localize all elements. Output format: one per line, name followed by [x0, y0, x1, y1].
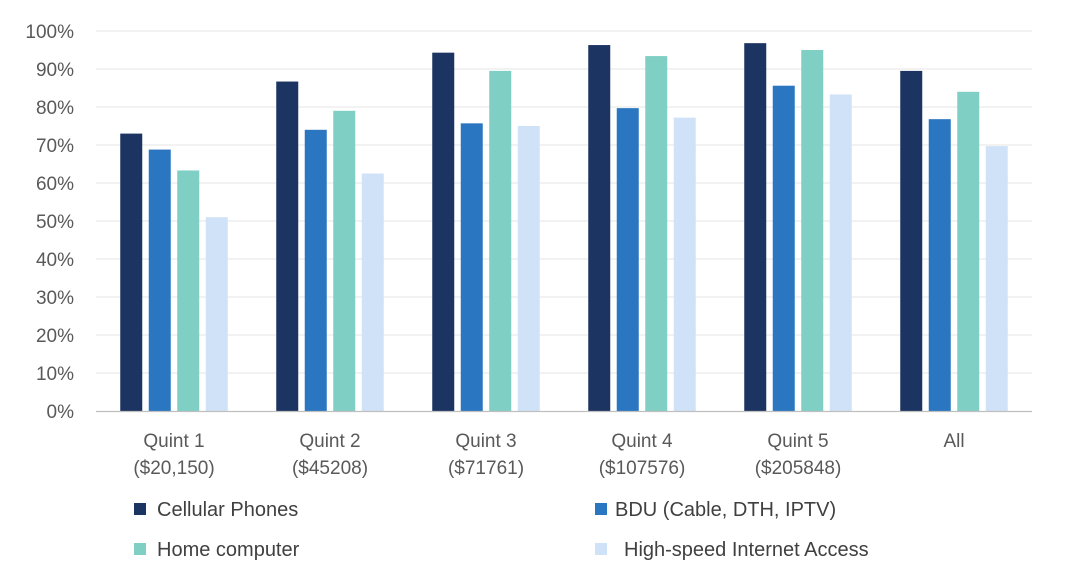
x-tick-label: Quint 1 ($20,150)	[133, 431, 214, 479]
y-tick-label: 40%	[36, 250, 74, 271]
legend-swatch	[595, 503, 607, 515]
bar	[517, 126, 540, 411]
x-tick-label-line: Quint 2	[299, 431, 360, 452]
bar	[928, 119, 951, 411]
y-tick-label: 80%	[36, 98, 74, 119]
y-tick-label: 90%	[36, 60, 74, 81]
legend-label: BDU (Cable, DTH, IPTV)	[615, 499, 836, 521]
bar	[801, 50, 824, 411]
bar	[177, 170, 200, 411]
bar	[432, 52, 455, 411]
gridlines	[96, 30, 1032, 374]
bar	[361, 173, 384, 411]
bar	[744, 43, 767, 411]
x-tick-label-line: ($20,150)	[133, 458, 214, 479]
y-tick-label: 20%	[36, 326, 74, 347]
y-tick-label: 60%	[36, 174, 74, 195]
bar	[460, 123, 483, 411]
x-tick-label-line: All	[943, 431, 964, 452]
x-tick-label-line: ($71761)	[448, 458, 524, 479]
x-tick-label-line: Quint 1	[143, 431, 204, 452]
x-tick-label-line: ($45208)	[292, 458, 368, 479]
bar	[304, 129, 327, 412]
y-axis: 0% 10% 20% 30% 40% 50% 60% 70% 80% 90% 100%	[25, 22, 74, 423]
x-tick-label: Quint 5 ($205848)	[755, 431, 842, 479]
bar	[900, 70, 923, 412]
x-tick-label: Quint 4 ($107576)	[599, 431, 686, 479]
bar	[333, 110, 356, 412]
legend-swatch	[134, 503, 146, 515]
bar	[673, 117, 696, 411]
y-tick-label: 30%	[36, 288, 74, 309]
x-tick-label-line: Quint 3	[455, 431, 516, 452]
y-tick-label: 70%	[36, 136, 74, 157]
x-tick-label-line: Quint 4	[611, 431, 673, 452]
legend-label: Home computer	[157, 539, 300, 561]
bar	[829, 94, 852, 412]
x-tick-label-line: Quint 5	[767, 431, 828, 452]
legend-label: High-speed Internet Access	[624, 539, 869, 561]
bar	[588, 45, 611, 412]
bar	[985, 146, 1008, 411]
bar	[616, 108, 639, 411]
x-axis: Quint 1 ($20,150) Quint 2 ($45208) Quint 3 ($…	[96, 410, 1032, 479]
x-tick-label-line: ($205848)	[755, 458, 842, 479]
bar	[772, 85, 795, 411]
y-tick-label: 10%	[36, 364, 74, 385]
bar	[276, 81, 299, 411]
x-tick-label: All	[943, 431, 964, 452]
legend: Cellular Phones BDU (Cable, DTH, IPTV) Hom…	[134, 499, 869, 561]
y-tick-label: 50%	[36, 212, 74, 233]
bar	[957, 91, 980, 412]
x-tick-label: Quint 3 ($71761)	[448, 431, 524, 479]
legend-swatch	[595, 543, 607, 555]
x-tick-label: Quint 2 ($45208)	[292, 431, 368, 479]
bar	[645, 56, 668, 412]
bar	[148, 149, 171, 411]
y-tick-label: 100%	[25, 22, 74, 43]
bar	[489, 70, 512, 412]
bar	[205, 217, 228, 411]
bar	[120, 133, 143, 411]
legend-label: Cellular Phones	[157, 499, 298, 521]
bars	[120, 43, 1008, 412]
legend-swatch	[134, 543, 146, 555]
x-tick-label-line: ($107576)	[599, 458, 686, 479]
y-tick-label: 0%	[47, 402, 75, 423]
